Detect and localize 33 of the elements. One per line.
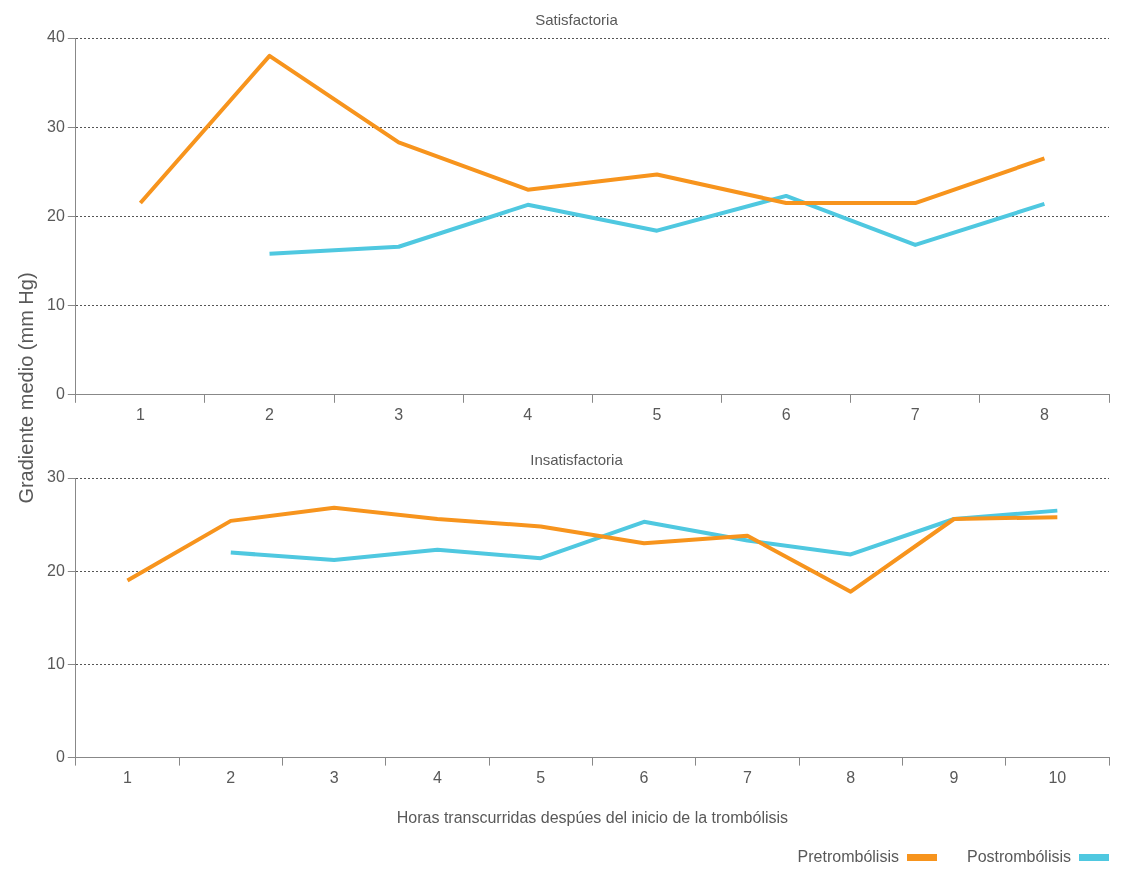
y-tick-label: 20 bbox=[47, 206, 65, 224]
x-tick-label: 3 bbox=[394, 405, 404, 423]
x-tick-label: 2 bbox=[226, 768, 236, 786]
y-tick-label: 0 bbox=[55, 748, 65, 766]
y-axis-title: Gradiente medio (mm Hg) bbox=[14, 272, 38, 504]
x-tick-label: 5 bbox=[652, 405, 662, 423]
legend-label: Pretrombólisis bbox=[797, 848, 899, 866]
legend-label: Postrombólisis bbox=[966, 848, 1071, 866]
x-axis-title: Horas transcurridas despúes del inicio de la trombólisis bbox=[396, 808, 789, 826]
y-tick-label: 10 bbox=[47, 654, 65, 672]
x-tick-label: 10 bbox=[1048, 768, 1067, 786]
chart-title: Satisfactoria bbox=[535, 11, 619, 29]
y-tick-label: 30 bbox=[47, 468, 65, 486]
x-tick-label: 8 bbox=[1039, 405, 1049, 423]
x-tick-label: 7 bbox=[910, 405, 920, 423]
y-tick-label: 30 bbox=[47, 117, 65, 135]
y-tick-label: 20 bbox=[47, 561, 65, 579]
x-tick-label: 6 bbox=[639, 768, 649, 786]
x-tick-label: 1 bbox=[123, 768, 132, 786]
x-tick-label: 4 bbox=[523, 405, 533, 423]
y-tick-label: 40 bbox=[47, 28, 65, 46]
x-tick-label: 2 bbox=[265, 405, 275, 423]
x-tick-label: 8 bbox=[846, 768, 856, 786]
x-tick-label: 5 bbox=[536, 768, 546, 786]
x-tick-label: 9 bbox=[949, 768, 959, 786]
chart-title: Insatisfactoria bbox=[530, 451, 624, 469]
x-tick-label: 3 bbox=[329, 768, 339, 786]
x-tick-label: 6 bbox=[781, 405, 791, 423]
x-tick-label: 4 bbox=[432, 768, 442, 786]
x-tick-label: 7 bbox=[742, 768, 752, 786]
x-tick-label: 1 bbox=[135, 405, 145, 423]
y-tick-label: 0 bbox=[55, 385, 65, 403]
y-tick-label: 10 bbox=[47, 296, 65, 314]
